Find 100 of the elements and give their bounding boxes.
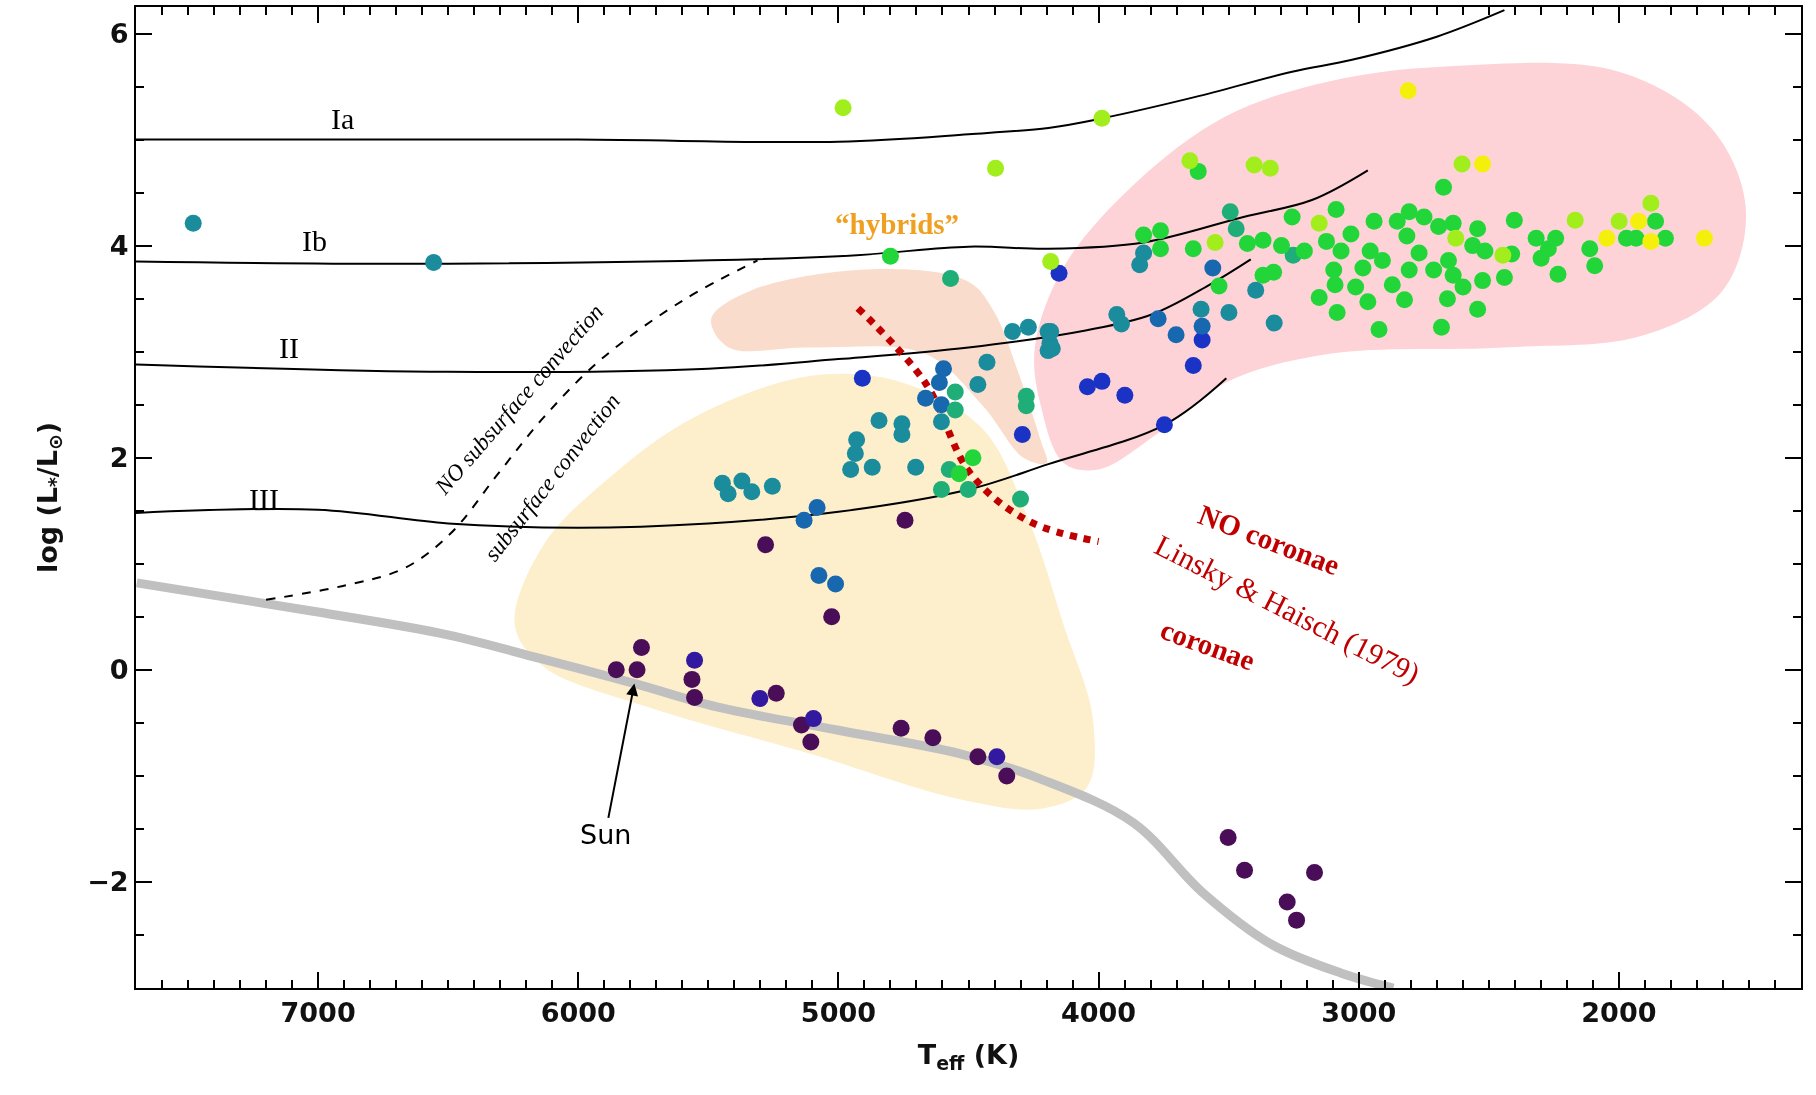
point xyxy=(1494,246,1512,264)
point xyxy=(942,270,960,287)
point xyxy=(1206,233,1224,251)
point xyxy=(1236,861,1254,879)
point xyxy=(1399,82,1417,100)
point xyxy=(870,412,888,430)
point xyxy=(1695,229,1713,247)
annotation: “hybrids” xyxy=(835,208,960,240)
point xyxy=(1245,156,1263,174)
annotation: Ia xyxy=(331,102,355,135)
y-tick-label: 4 xyxy=(109,230,129,262)
point xyxy=(1227,220,1245,238)
point xyxy=(1261,159,1279,177)
point xyxy=(932,413,950,431)
point xyxy=(632,639,650,657)
point xyxy=(1042,253,1060,271)
point xyxy=(1247,281,1265,299)
y-tick-label: 2 xyxy=(109,442,129,474)
point xyxy=(767,684,785,702)
point xyxy=(1642,232,1660,250)
point xyxy=(1078,378,1096,396)
point xyxy=(1013,425,1031,443)
point xyxy=(1003,323,1021,341)
point xyxy=(1167,326,1185,344)
point xyxy=(810,566,828,584)
point xyxy=(823,608,841,626)
point xyxy=(1630,212,1648,230)
point xyxy=(935,360,953,378)
point xyxy=(1278,893,1296,911)
point xyxy=(1050,264,1068,282)
x-tick-label: 7000 xyxy=(280,997,356,1029)
point xyxy=(988,748,1006,766)
point xyxy=(1610,212,1628,230)
point xyxy=(1116,386,1134,404)
point xyxy=(1642,194,1660,212)
point xyxy=(827,575,845,593)
point xyxy=(1566,211,1584,229)
point xyxy=(946,383,964,401)
x-tick-label: 2000 xyxy=(1581,997,1657,1029)
point xyxy=(607,661,625,679)
point xyxy=(978,353,996,371)
annotation: II xyxy=(279,331,299,364)
x-tick-label: 4000 xyxy=(1061,997,1137,1029)
point xyxy=(1204,259,1222,277)
point xyxy=(924,729,942,747)
point xyxy=(946,401,964,419)
point xyxy=(733,472,751,490)
point xyxy=(932,396,950,414)
point xyxy=(683,670,701,688)
x-tick-label: 5000 xyxy=(800,997,876,1029)
point xyxy=(1181,152,1199,170)
annotation: III xyxy=(249,482,279,515)
annotation: coronae xyxy=(1156,613,1260,677)
point xyxy=(1192,300,1210,318)
y-tick-label: 0 xyxy=(109,654,129,686)
point xyxy=(1012,490,1030,508)
point xyxy=(425,254,443,272)
point xyxy=(1155,416,1173,434)
x-tick-label: 6000 xyxy=(540,997,616,1029)
annotation: Sun xyxy=(580,819,632,850)
annotation: Ib xyxy=(302,224,327,257)
point xyxy=(802,733,820,751)
point xyxy=(1598,229,1616,247)
point xyxy=(1149,310,1167,328)
point xyxy=(757,536,775,554)
point xyxy=(751,689,769,707)
point xyxy=(1112,315,1130,333)
point xyxy=(1447,229,1465,247)
point xyxy=(795,511,813,529)
point xyxy=(969,748,987,766)
point xyxy=(1019,318,1037,336)
point xyxy=(846,444,864,462)
point xyxy=(1093,109,1111,127)
y-tick-label: 6 xyxy=(109,17,129,49)
point xyxy=(1288,911,1306,929)
y-tick-label: −2 xyxy=(87,866,129,898)
point xyxy=(892,719,910,737)
point xyxy=(1093,372,1111,390)
point xyxy=(896,511,914,529)
point xyxy=(932,481,950,499)
point xyxy=(842,460,860,478)
point xyxy=(959,481,977,499)
point xyxy=(184,214,202,232)
point xyxy=(804,710,822,728)
point xyxy=(930,373,948,391)
x-axis-title: T$_{eff}$ (K) xyxy=(917,1039,1020,1074)
point xyxy=(686,688,704,706)
point xyxy=(1310,214,1328,232)
point xyxy=(834,99,852,117)
point xyxy=(1131,256,1149,274)
point xyxy=(853,369,871,387)
point xyxy=(1220,303,1238,321)
point xyxy=(848,431,866,449)
point xyxy=(987,159,1005,177)
point xyxy=(969,376,987,394)
point xyxy=(1219,828,1237,846)
point xyxy=(998,767,1016,785)
point xyxy=(1474,155,1492,173)
point xyxy=(863,458,881,476)
point xyxy=(1453,155,1471,173)
